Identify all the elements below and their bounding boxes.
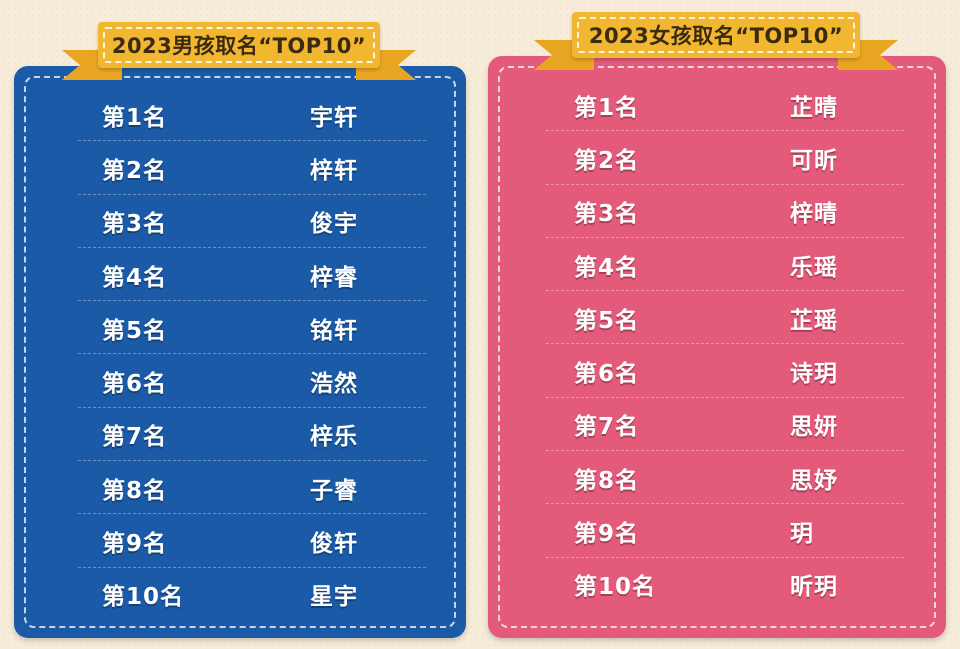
girls-name-6: 诗玥 <box>790 361 838 388</box>
girls-name-2: 可昕 <box>790 147 838 174</box>
boys-name-8: 子睿 <box>310 477 358 504</box>
girls-name-5: 芷瑶 <box>790 307 838 334</box>
boys-row-8: 第8名 子睿 <box>14 461 466 515</box>
girls-name-7: 思妍 <box>790 414 838 441</box>
boys-title-ribbon: 2023男孩取名“TOP10” <box>98 22 380 68</box>
girls-row-1: 第1名 芷晴 <box>488 78 946 132</box>
boys-name-10: 星宇 <box>310 584 358 611</box>
girls-rank-8: 第8名 <box>574 467 640 494</box>
girls-name-10: 昕玥 <box>790 574 838 601</box>
girls-rank-4: 第4名 <box>574 254 640 281</box>
boys-row-2: 第2名 梓轩 <box>14 141 466 195</box>
boys-rank-3: 第3名 <box>102 211 168 238</box>
boys-row-6: 第6名 浩然 <box>14 354 466 409</box>
boys-dashed-border <box>24 76 456 628</box>
boys-name-9: 俊轩 <box>310 531 358 558</box>
girls-rank-7: 第7名 <box>574 414 640 441</box>
boys-name-list: 第1名 宇轩 第2名 梓轩 第3名 俊宇 第4名 梓睿 第5名 铭轩 第6名 浩然 第7名 梓… <box>14 88 466 621</box>
girls-row-6: 第6名 诗玥 <box>488 344 946 399</box>
girls-rank-6: 第6名 <box>574 361 640 388</box>
girls-name-list: 第1名 芷晴 第2名 可昕 第3名 梓晴 第4名 乐瑶 第5名 芷瑶 第6名 诗玥 第7名思… <box>488 78 946 611</box>
boys-top10-panel: 第1名 宇轩 第2名 梓轩 第3名 俊宇 第4名 梓睿 第5名 铭轩 第6名 浩然 第7名 梓… <box>14 66 466 638</box>
boys-name-5: 铭轩 <box>310 317 358 344</box>
girls-row-2: 第2名 可昕 <box>488 131 946 185</box>
girls-row-5: 第5名 芷瑶 <box>488 291 946 345</box>
boys-name-1: 宇轩 <box>310 104 358 131</box>
boys-rank-10: 第10名 <box>102 584 185 611</box>
girls-name-8: 思妤 <box>790 467 838 494</box>
boys-rank-6: 第6名 <box>102 371 168 398</box>
boys-rank-7: 第7名 <box>102 424 168 451</box>
girls-row-4: 第4名 乐瑶 <box>488 238 946 292</box>
boys-title: 2023男孩取名“TOP10” <box>111 34 367 58</box>
girls-top10-panel: 第1名 芷晴 第2名 可昕 第3名 梓晴 第4名 乐瑶 第5名 芷瑶 第6名 诗玥 第7名思… <box>488 56 946 638</box>
boys-rank-5: 第5名 <box>102 317 168 344</box>
girls-name-1: 芷晴 <box>790 94 838 121</box>
girls-name-3: 梓晴 <box>790 201 838 228</box>
girls-rank-9: 第9名 <box>574 521 640 548</box>
boys-row-10: 第10名 星宇 <box>14 568 466 621</box>
boys-name-3: 俊宇 <box>310 211 358 238</box>
boys-rank-1: 第1名 <box>102 104 168 131</box>
girls-rank-10: 第10名 <box>574 574 657 601</box>
boys-rank-4: 第4名 <box>102 264 168 291</box>
girls-rank-5: 第5名 <box>574 307 640 334</box>
boys-row-9: 第9名 俊轩 <box>14 514 466 568</box>
boys-name-4: 梓睿 <box>310 264 358 291</box>
boys-row-5: 第5名 铭轩 <box>14 301 466 355</box>
boys-row-4: 第4名 梓睿 <box>14 248 466 302</box>
boys-name-6: 浩然 <box>310 371 358 398</box>
boys-name-2: 梓轩 <box>310 157 358 184</box>
girls-row-8: 第8名 思妤 <box>488 451 946 505</box>
girls-title-ribbon: 2023女孩取名“TOP10” <box>572 12 860 58</box>
girls-name-9: 玥 <box>790 521 814 548</box>
girls-rank-1: 第1名 <box>574 94 640 121</box>
boys-row-7: 第7名 梓乐 <box>14 408 466 462</box>
girls-rank-3: 第3名 <box>574 201 640 228</box>
girls-row-9: 第9名 玥 <box>488 504 946 558</box>
boys-row-1: 第1名 宇轩 <box>14 88 466 142</box>
girls-row-3: 第3名 梓晴 <box>488 185 946 239</box>
boys-rank-2: 第2名 <box>102 157 168 184</box>
girls-rank-2: 第2名 <box>574 147 640 174</box>
boys-rank-8: 第8名 <box>102 477 168 504</box>
girls-row-7: 第7名 思妍 <box>488 398 946 452</box>
girls-name-4: 乐瑶 <box>790 254 838 281</box>
girls-title: 2023女孩取名“TOP10” <box>588 24 844 48</box>
boys-name-7: 梓乐 <box>310 424 358 451</box>
boys-row-3: 第3名 俊宇 <box>14 195 466 249</box>
boys-rank-9: 第9名 <box>102 531 168 558</box>
girls-row-10: 第10名 昕玥 <box>488 558 946 611</box>
girls-dashed-border <box>498 66 936 628</box>
